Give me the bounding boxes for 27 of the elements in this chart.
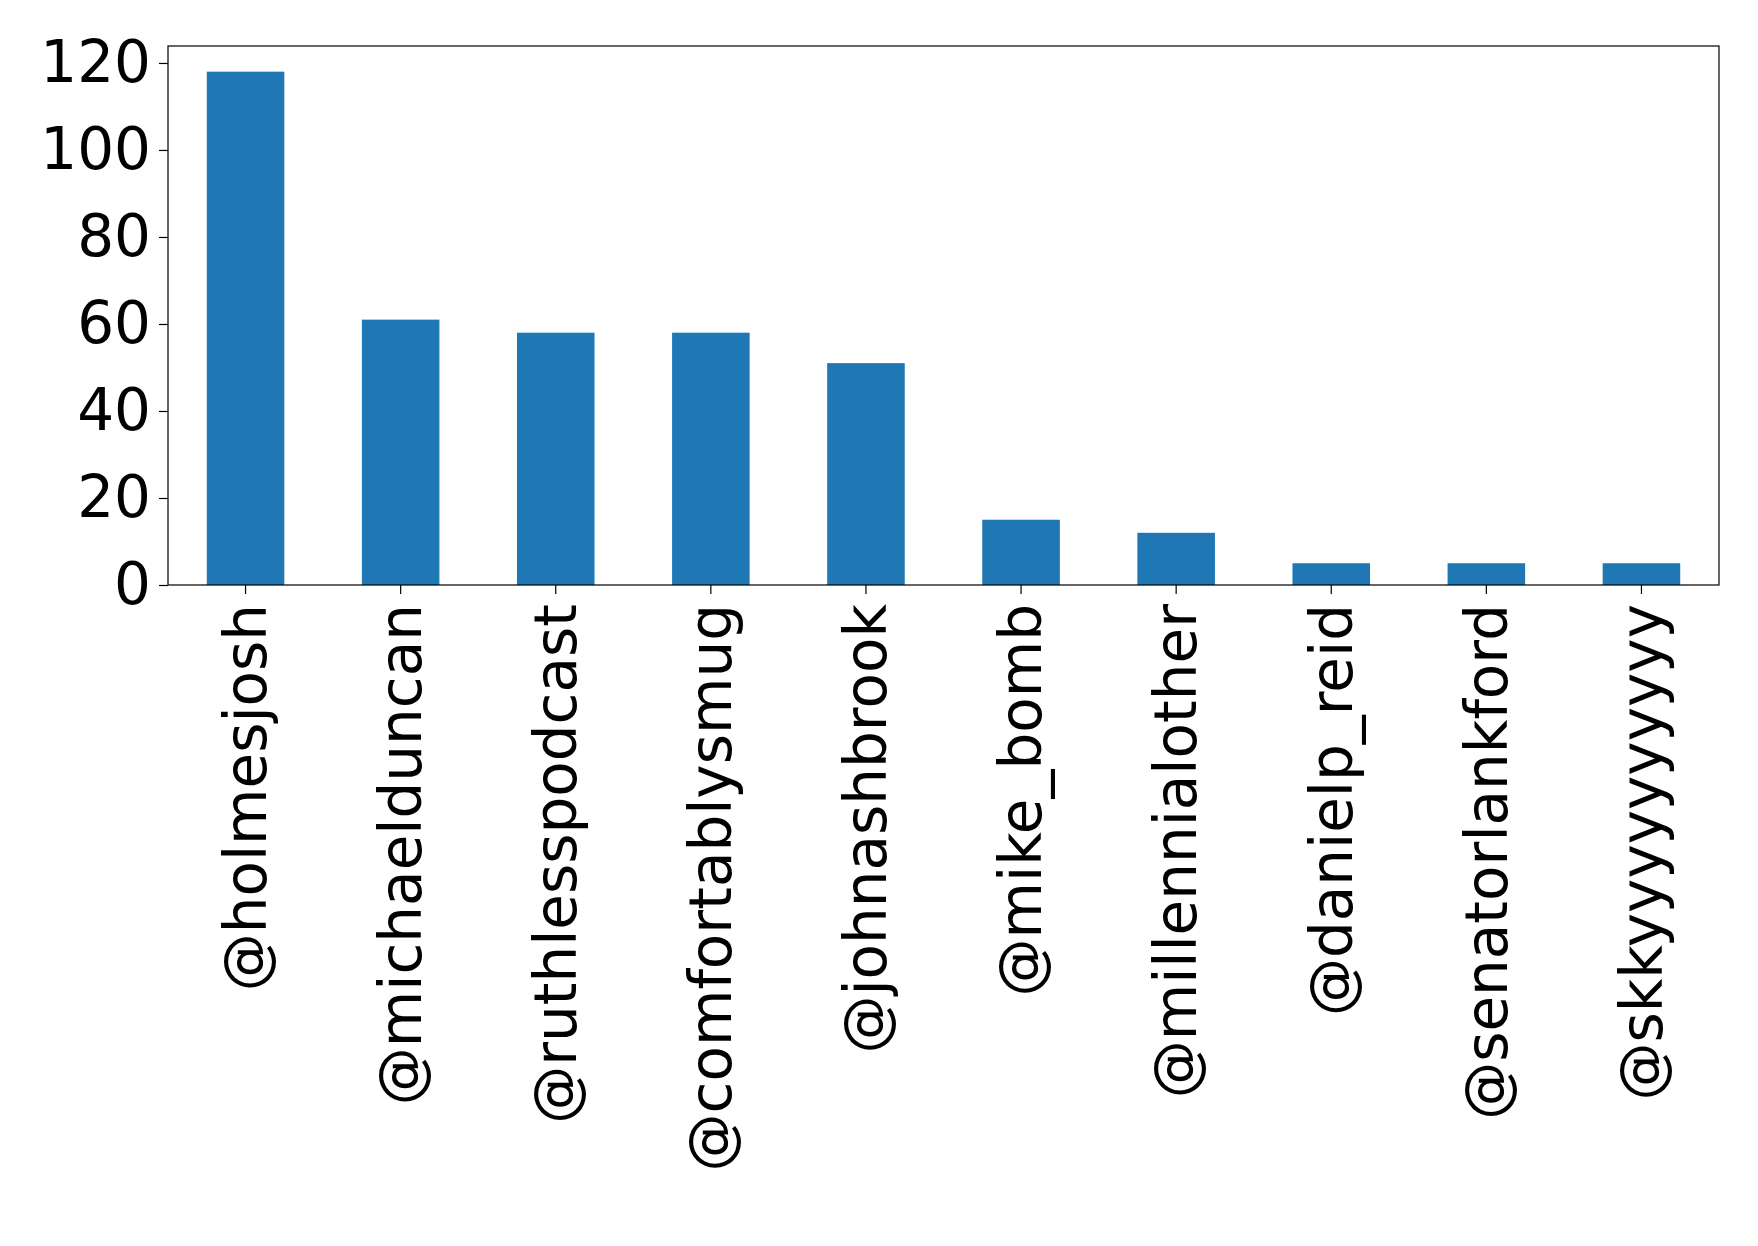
x-tick-label: @danielp_reid <box>1297 604 1366 1017</box>
y-tick-label: 0 <box>114 550 151 619</box>
x-tick-label: @holmesjosh <box>211 604 280 992</box>
bar <box>1447 563 1526 585</box>
y-tick-label: 80 <box>77 202 151 271</box>
y-tick-label: 20 <box>77 463 151 532</box>
bar <box>1602 563 1681 585</box>
x-tick-label: @mike_bomb <box>987 604 1056 997</box>
bar <box>982 519 1060 585</box>
bar <box>672 332 750 585</box>
bar <box>206 71 285 585</box>
y-tick-label: 120 <box>40 28 151 97</box>
x-tick-label: @comfortablysmug <box>677 604 746 1172</box>
x-tick-label: @skkyyyyyyyyyy <box>1607 604 1676 1101</box>
x-tick-label: @johnashbrook <box>832 603 901 1054</box>
bar <box>1292 563 1371 585</box>
x-tick-label: @senatorlankford <box>1452 604 1521 1120</box>
y-tick-label: 100 <box>40 115 151 184</box>
y-tick-label: 60 <box>77 289 151 358</box>
bar <box>827 363 905 585</box>
x-tick-label: @michaelduncan <box>366 604 435 1106</box>
x-tick-label: @ruthlesspodcast <box>522 604 591 1124</box>
x-tick-label: @millennialother <box>1142 603 1211 1099</box>
bar <box>516 332 595 585</box>
bar <box>1137 532 1215 585</box>
bar <box>361 319 440 585</box>
y-tick-label: 40 <box>77 376 151 445</box>
